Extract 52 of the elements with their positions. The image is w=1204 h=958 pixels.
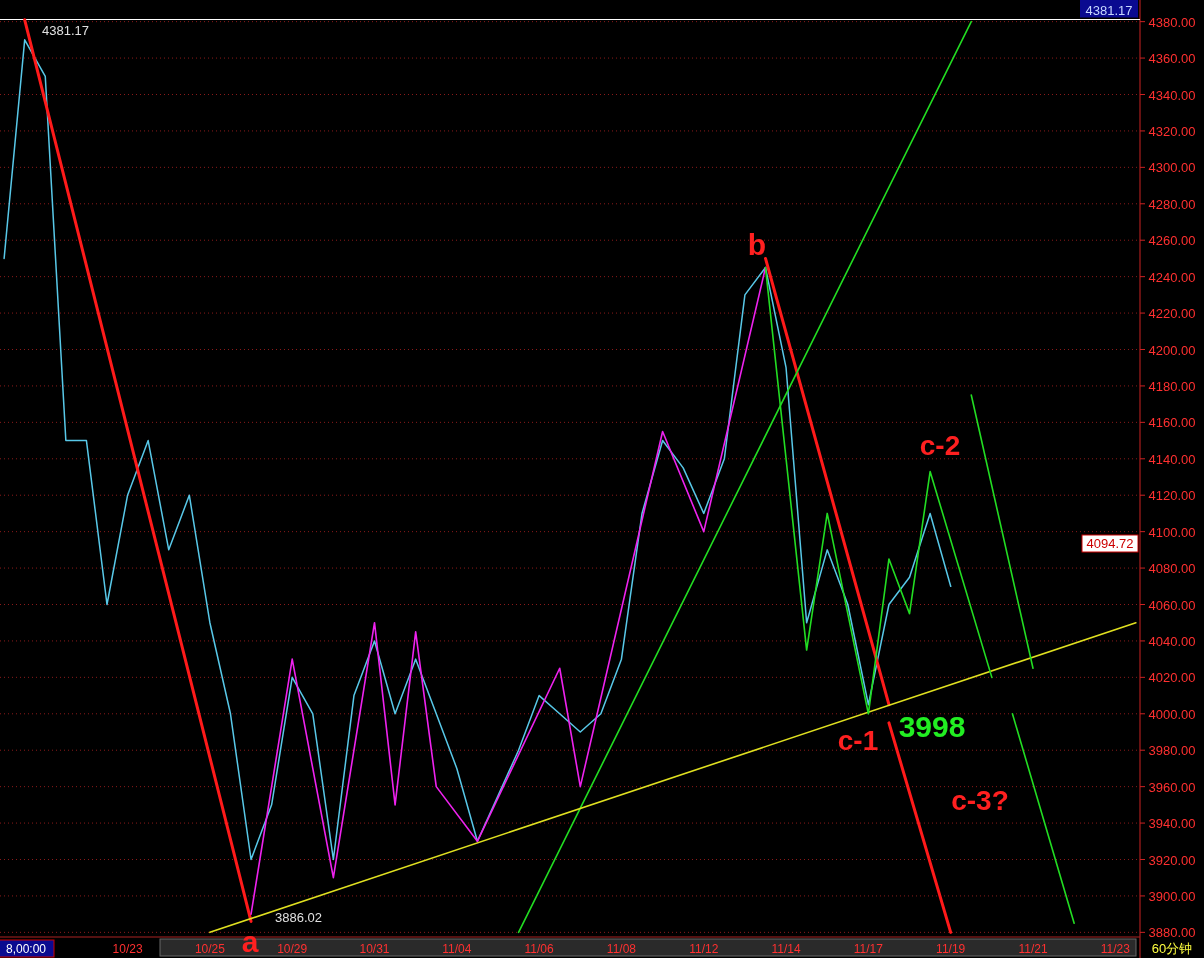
text: 60分钟 [1151,941,1193,956]
x-tick-label: 11/23 [1100,942,1131,956]
y-tick-label: 4200.00 [1148,342,1196,358]
y-tick-label: 3960.00 [1148,779,1196,795]
line-series [250,266,767,915]
x-tick-label: 11/21 [1018,942,1048,956]
y-tick-label: 4140.00 [1148,451,1196,467]
y-tick-label: 3980.00 [1148,743,1196,759]
y-tick-label: 4260.00 [1148,233,1196,249]
x-tick-label: 11/19 [936,942,966,956]
x-tick-label: 11/14 [771,942,801,956]
annotation: c-2 [919,430,961,461]
y-tick-label: 4280.00 [1148,196,1196,212]
y-tick-label: 3920.00 [1148,852,1196,868]
annotation: c-1 [837,725,879,756]
y-tick-label: 4120.00 [1148,488,1196,504]
y-tick-label: 4080.00 [1148,561,1196,577]
annotation: 3886.02 [275,910,322,925]
x-tick-label: 11/08 [606,942,637,956]
y-tick-label: 4340.00 [1148,87,1196,103]
x-tick-label: 11/06 [524,942,555,956]
annotation: b [747,228,767,261]
annotation: 3998 [898,710,966,743]
y-tick-label: 3940.00 [1148,816,1196,832]
x-tick-label: 10/25 [194,942,226,956]
x-tick-label: 11/17 [853,942,884,956]
y-tick-label: 4360.00 [1148,51,1196,67]
text: 8,00:00 [5,942,47,956]
y-tick-label: 4380.00 [1148,14,1196,30]
y-tick-label: 4320.00 [1148,123,1196,139]
x-tick-label: 10/23 [112,942,143,956]
y-tick-label: 4160.00 [1148,415,1196,431]
y-tick-label: 4220.00 [1148,306,1196,322]
y-tick-label: 4040.00 [1148,633,1196,649]
y-tick-label: 4240.00 [1148,269,1196,285]
ref-line-label: 4381.17 [1085,2,1133,18]
x-tick-label: 10/29 [277,942,308,956]
annotation: 4094.72 [1086,536,1134,551]
y-tick-label: 4300.00 [1148,160,1196,176]
annotation: c-3? [951,785,1009,816]
y-tick-label: 4100.00 [1148,524,1196,540]
x-tick-label: 11/12 [689,942,719,956]
y-tick-label: 4020.00 [1148,670,1196,686]
y-tick-label: 3880.00 [1148,925,1196,941]
x-tick-label: 11/04 [442,942,472,956]
x-tick-label: 10/31 [359,942,390,956]
annotation: 4381.17 [42,22,89,38]
y-tick-label: 3900.00 [1148,888,1196,904]
y-tick-label: 4060.00 [1148,597,1196,613]
y-tick-label: 4180.00 [1148,378,1196,394]
y-tick-label: 4000.00 [1148,706,1196,722]
annotation: a [241,925,259,958]
